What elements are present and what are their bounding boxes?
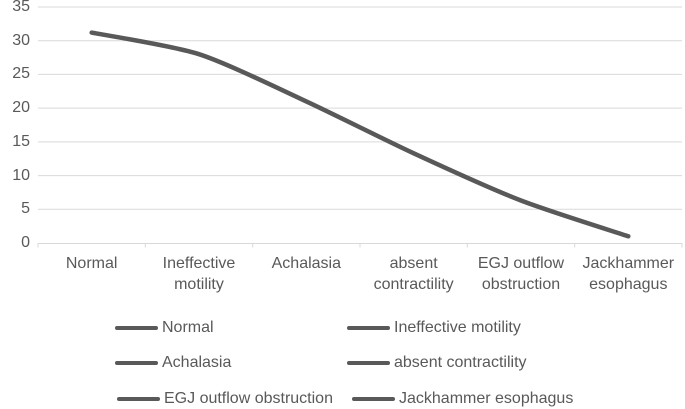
y-tick-label: 15 bbox=[12, 132, 30, 150]
legend-item: Ineffective motility bbox=[347, 318, 521, 338]
legend-label: absent contractility bbox=[394, 354, 527, 371]
y-tick-label: 20 bbox=[12, 99, 30, 117]
x-category-label: Ineffective motility bbox=[162, 255, 236, 293]
legend-label: Ineffective motility bbox=[394, 319, 521, 336]
x-category-label: EGJ outflow obstruction bbox=[477, 255, 565, 293]
x-category-label: Achalasia bbox=[271, 255, 341, 272]
legend-item: absent contractility bbox=[347, 353, 527, 373]
y-tick-label: 0 bbox=[21, 234, 30, 251]
legend-label: EGJ outflow obstruction bbox=[164, 390, 333, 407]
legend-item: EGJ outflow obstruction bbox=[117, 389, 333, 409]
x-category-label: Jackhammer esophagus bbox=[582, 255, 675, 293]
legend-line-marker bbox=[347, 360, 390, 366]
legend-line-marker bbox=[117, 396, 160, 402]
y-tick-label: 10 bbox=[12, 166, 30, 184]
x-category-label: absent contractility bbox=[373, 255, 454, 293]
legend-label: Normal bbox=[162, 319, 214, 336]
legend-line-marker bbox=[115, 360, 158, 366]
y-tick-label: 5 bbox=[21, 200, 30, 218]
legend-line-marker bbox=[115, 325, 158, 331]
y-tick-label: 35 bbox=[12, 0, 30, 15]
y-tick-label: 30 bbox=[12, 31, 30, 49]
legend-item: Normal bbox=[115, 318, 214, 338]
legend-label: Jackhammer esophagus bbox=[399, 390, 574, 407]
x-axis-labels: Normal Ineffective motility Achalasia absen… bbox=[38, 253, 682, 295]
legend-label: Achalasia bbox=[162, 354, 232, 371]
legend-item: Achalasia bbox=[115, 353, 231, 373]
legend-line-marker bbox=[352, 396, 395, 402]
legend-line-marker bbox=[347, 325, 390, 331]
series-line bbox=[89, 30, 631, 239]
legend-item: Jackhammer esophagus bbox=[352, 389, 573, 409]
y-tick-label: 25 bbox=[12, 65, 30, 83]
x-category-label: Normal bbox=[65, 255, 118, 272]
